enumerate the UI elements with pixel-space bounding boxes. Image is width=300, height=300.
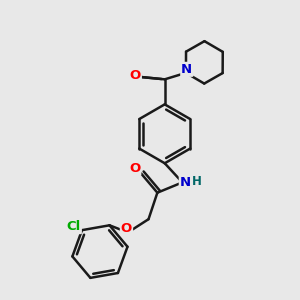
Text: O: O [121, 221, 132, 235]
Text: N: N [181, 63, 192, 76]
Text: O: O [130, 69, 141, 82]
Text: O: O [129, 162, 140, 175]
Text: H: H [192, 175, 202, 188]
Text: N: N [180, 176, 191, 189]
Text: Cl: Cl [67, 220, 81, 233]
